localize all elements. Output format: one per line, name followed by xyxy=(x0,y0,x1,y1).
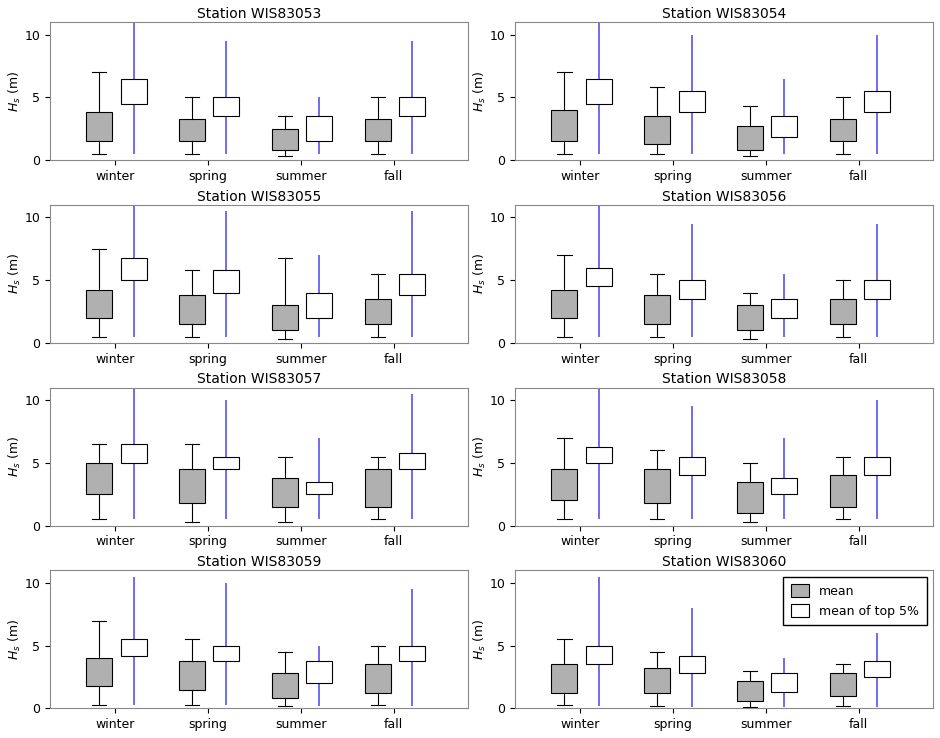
Bar xyxy=(306,661,333,683)
Title: Station WIS83060: Station WIS83060 xyxy=(662,555,786,569)
Bar xyxy=(586,78,612,103)
Bar xyxy=(737,126,763,150)
Bar xyxy=(272,128,298,150)
Bar xyxy=(679,655,705,673)
Bar xyxy=(552,664,577,693)
Bar xyxy=(586,646,612,664)
Y-axis label: $H_s$ (m): $H_s$ (m) xyxy=(472,253,488,294)
Bar xyxy=(865,91,890,112)
Bar xyxy=(830,475,856,507)
Title: Station WIS83059: Station WIS83059 xyxy=(196,555,321,569)
Bar xyxy=(644,116,670,144)
Bar xyxy=(830,299,856,324)
Bar xyxy=(180,661,205,689)
Y-axis label: $H_s$ (m): $H_s$ (m) xyxy=(472,436,488,477)
Bar xyxy=(552,110,577,141)
Bar xyxy=(644,469,670,503)
Bar xyxy=(865,457,890,475)
Bar xyxy=(772,299,797,318)
Bar xyxy=(737,680,763,701)
Bar xyxy=(180,119,205,141)
Bar xyxy=(679,280,705,299)
Bar xyxy=(365,664,391,693)
Bar xyxy=(120,78,147,103)
Bar xyxy=(365,119,391,141)
Bar xyxy=(86,290,112,318)
Title: Station WIS83055: Station WIS83055 xyxy=(196,190,321,204)
Bar xyxy=(679,91,705,112)
Title: Station WIS83053: Station WIS83053 xyxy=(196,7,321,21)
Bar xyxy=(737,482,763,513)
Bar xyxy=(586,268,612,286)
Y-axis label: $H_s$ (m): $H_s$ (m) xyxy=(7,253,24,294)
Bar xyxy=(213,457,240,469)
Bar xyxy=(830,673,856,696)
Bar xyxy=(180,469,205,503)
Bar xyxy=(400,97,425,116)
Y-axis label: $H_s$ (m): $H_s$ (m) xyxy=(472,618,488,660)
Bar xyxy=(306,293,333,318)
Bar xyxy=(213,646,240,661)
Bar xyxy=(86,112,112,141)
Bar xyxy=(400,274,425,295)
Bar xyxy=(306,482,333,494)
Bar xyxy=(737,306,763,331)
Bar xyxy=(644,668,670,693)
Title: Station WIS83056: Station WIS83056 xyxy=(662,190,786,204)
Bar xyxy=(830,119,856,141)
Bar xyxy=(772,116,797,137)
Bar xyxy=(865,661,890,677)
Title: Station WIS83054: Station WIS83054 xyxy=(662,7,786,21)
Bar xyxy=(365,299,391,324)
Bar xyxy=(272,306,298,331)
Y-axis label: $H_s$ (m): $H_s$ (m) xyxy=(7,71,24,111)
Title: Station WIS83057: Station WIS83057 xyxy=(196,373,321,387)
Bar xyxy=(772,673,797,692)
Bar xyxy=(272,478,298,507)
Bar xyxy=(552,469,577,500)
Bar xyxy=(586,446,612,463)
Bar xyxy=(120,444,147,463)
Bar xyxy=(400,646,425,661)
Bar xyxy=(272,673,298,698)
Bar xyxy=(120,258,147,280)
Bar xyxy=(552,290,577,318)
Y-axis label: $H_s$ (m): $H_s$ (m) xyxy=(7,618,24,660)
Bar xyxy=(306,116,333,141)
Title: Station WIS83058: Station WIS83058 xyxy=(662,373,786,387)
Y-axis label: $H_s$ (m): $H_s$ (m) xyxy=(7,436,24,477)
Bar xyxy=(679,457,705,475)
Bar xyxy=(644,295,670,324)
Bar xyxy=(213,270,240,293)
Bar xyxy=(86,463,112,494)
Bar xyxy=(865,280,890,299)
Bar xyxy=(180,295,205,324)
Legend: mean, mean of top 5%: mean, mean of top 5% xyxy=(783,576,927,625)
Bar xyxy=(213,97,240,116)
Bar xyxy=(86,658,112,686)
Bar xyxy=(772,478,797,494)
Y-axis label: $H_s$ (m): $H_s$ (m) xyxy=(472,71,488,111)
Bar xyxy=(400,453,425,469)
Bar xyxy=(120,639,147,655)
Bar xyxy=(365,469,391,507)
